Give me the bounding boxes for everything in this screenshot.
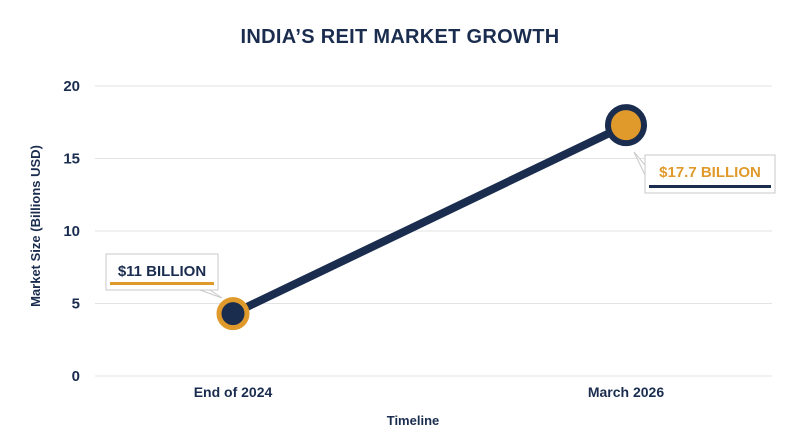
data-label-callout: $17.7 BILLION — [633, 151, 776, 194]
gridlines — [95, 85, 772, 377]
callout-pointer — [199, 289, 223, 299]
chart-title: INDIA’S REIT MARKET GROWTH — [240, 26, 560, 48]
data-label-underline — [649, 185, 771, 188]
x-tick-labels: End of 2024 March 2026 — [194, 384, 665, 400]
x-tick-label: End of 2024 — [194, 384, 273, 400]
y-tick-label: 20 — [63, 78, 80, 95]
data-point — [216, 297, 250, 331]
data-point — [605, 104, 647, 147]
data-label: $17.7 BILLION — [659, 164, 761, 181]
data-label-group: $11 BILLION $17.7 BILLION — [105, 151, 776, 299]
x-axis-label: Timeline — [387, 413, 440, 428]
y-tick-label: 0 — [72, 368, 80, 385]
data-label-callout: $11 BILLION — [105, 253, 223, 299]
y-axis-label: Market Size (Billions USD) — [28, 145, 43, 307]
y-tick-labels: 0 5 10 15 20 — [63, 78, 80, 385]
y-tick-label: 15 — [63, 151, 80, 168]
callout-pointer — [633, 151, 646, 176]
series-line-group — [216, 104, 647, 331]
series-line — [229, 121, 630, 318]
y-tick-label: 5 — [72, 296, 80, 313]
x-tick-label: March 2026 — [588, 384, 664, 400]
data-label-underline — [110, 282, 214, 285]
y-tick-label: 10 — [63, 223, 80, 240]
data-label: $11 BILLION — [118, 263, 206, 280]
